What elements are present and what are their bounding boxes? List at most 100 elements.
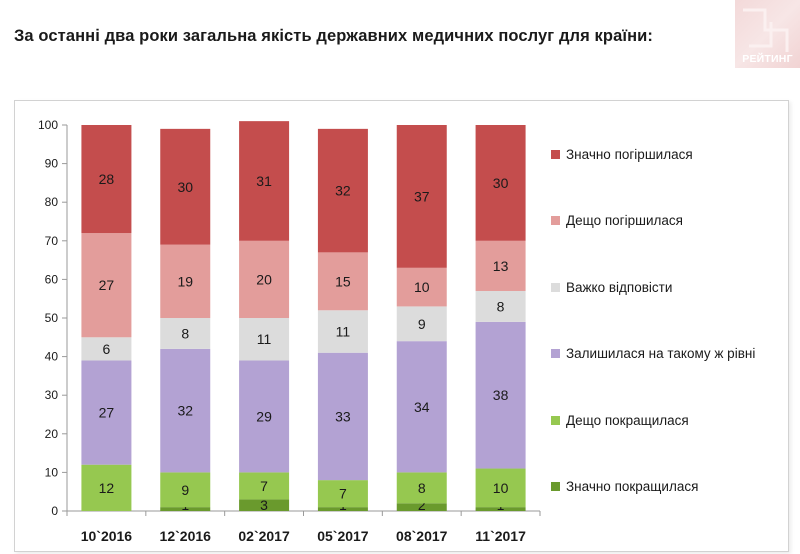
- data-label: 27: [99, 277, 115, 293]
- bar-segment: [317, 310, 368, 353]
- bar-segment: [160, 318, 211, 349]
- data-label: 19: [177, 273, 193, 289]
- legend-swatch: [551, 349, 560, 358]
- legend-label: Значно покращилася: [566, 479, 699, 494]
- bar-segment: [239, 121, 290, 241]
- y-tick-label: 70: [45, 234, 59, 248]
- bar-segment: [160, 128, 211, 245]
- data-label: 8: [497, 298, 505, 314]
- legend-label: Дещо погіршилася: [566, 213, 683, 228]
- data-label: 11: [336, 324, 351, 340]
- bar-segment: [475, 321, 526, 469]
- data-label: 10: [493, 480, 509, 496]
- legend-swatch: [551, 149, 560, 159]
- data-label: 15: [335, 273, 351, 289]
- data-label: 8: [418, 480, 426, 496]
- bar-segment: [317, 352, 368, 481]
- data-label: 10: [414, 279, 430, 295]
- data-label: 20: [256, 271, 272, 287]
- legend-item: Важко відповісти: [551, 279, 672, 295]
- data-label: 9: [418, 316, 426, 332]
- bar-segment: [396, 125, 447, 268]
- data-label: 7: [339, 486, 347, 502]
- bar-segment: [396, 341, 447, 473]
- data-label: 3: [260, 497, 268, 513]
- bar-segment: [475, 240, 526, 291]
- bar-segment: [475, 125, 526, 241]
- y-tick-label: 0: [51, 504, 58, 518]
- x-category-label: 11`2017: [475, 528, 526, 544]
- bar-segment: [81, 233, 132, 338]
- y-tick-label: 10: [45, 465, 59, 479]
- bar-segment: [239, 240, 290, 318]
- data-label: 30: [177, 179, 193, 195]
- logo-pattern-icon: [743, 8, 789, 52]
- y-tick-label: 90: [45, 157, 59, 171]
- bar-segment: [475, 507, 526, 511]
- data-label: 11: [257, 331, 272, 347]
- x-category-label: 12`2016: [160, 528, 212, 544]
- bar-segment: [475, 290, 526, 322]
- y-tick-label: 30: [45, 388, 59, 402]
- bar-segment: [239, 472, 290, 500]
- data-label: 28: [99, 171, 115, 187]
- bar-segment: [81, 360, 132, 465]
- legend-swatch: [551, 415, 560, 425]
- legend-label: Важко відповісти: [566, 279, 673, 295]
- bar-segment: [396, 267, 447, 307]
- legend-label: Значно погіршилася: [566, 146, 693, 162]
- data-label: 33: [335, 408, 351, 424]
- data-label: 13: [493, 258, 509, 274]
- data-label: 31: [256, 173, 272, 189]
- data-label: 9: [181, 482, 189, 498]
- data-label: 6: [103, 341, 111, 357]
- bar-segment: [317, 128, 368, 253]
- x-category-label: 02`2017: [238, 528, 290, 544]
- y-tick-label: 80: [45, 195, 59, 209]
- bar-segment: [396, 503, 447, 511]
- legend-label: Залишилася на такому ж рівні: [566, 346, 756, 361]
- bar-segment: [317, 480, 368, 508]
- bar-segment: [396, 306, 447, 342]
- data-label: 12: [99, 480, 115, 496]
- legend-item: Дещо погіршилася: [551, 213, 683, 229]
- data-label: 38: [493, 387, 509, 403]
- bar-segment: [475, 468, 526, 508]
- y-tick-label: 100: [38, 118, 58, 132]
- y-tick-label: 60: [45, 272, 59, 286]
- data-label: 7: [260, 478, 268, 494]
- legend-label: Дещо покращилася: [566, 412, 689, 428]
- x-category-label: 05`2017: [317, 528, 369, 544]
- legend-swatch: [551, 482, 560, 491]
- bar-segment: [81, 337, 132, 361]
- logo-text: РЕЙТИНГ: [742, 53, 793, 65]
- y-tick-label: 50: [45, 311, 59, 325]
- bar-segment: [239, 360, 290, 473]
- bar-segment: [396, 472, 447, 504]
- data-label: 32: [335, 183, 351, 199]
- bar-segment: [239, 499, 290, 511]
- y-tick-label: 40: [45, 350, 59, 364]
- data-label: 2: [418, 497, 426, 513]
- legend-item: Залишилася на такому ж рівні: [551, 346, 755, 362]
- bar-segment: [317, 507, 368, 511]
- legend-item: Значно погіршилася: [551, 146, 693, 162]
- data-label: 30: [493, 175, 509, 191]
- legend-item: Дещо покращилася: [551, 412, 689, 428]
- bar-segment: [81, 125, 132, 234]
- data-label: 27: [99, 405, 115, 421]
- x-category-label: 10`2016: [81, 528, 133, 544]
- data-label: 8: [181, 325, 189, 341]
- bar-segment: [160, 507, 211, 511]
- legend-swatch: [551, 282, 560, 292]
- data-label: 32: [177, 403, 193, 419]
- bar-segment: [160, 472, 211, 508]
- bar-segment: [239, 318, 290, 361]
- bar-segment: [317, 252, 368, 311]
- chart-legend: Значно погіршилася Дещо погіршилася Важко …: [551, 146, 791, 506]
- data-label: 37: [414, 188, 430, 204]
- chart-title: За останні два роки загальна якість держ…: [14, 27, 653, 45]
- legend-item: Значно покращилася: [551, 479, 698, 495]
- bar-segment: [160, 244, 211, 318]
